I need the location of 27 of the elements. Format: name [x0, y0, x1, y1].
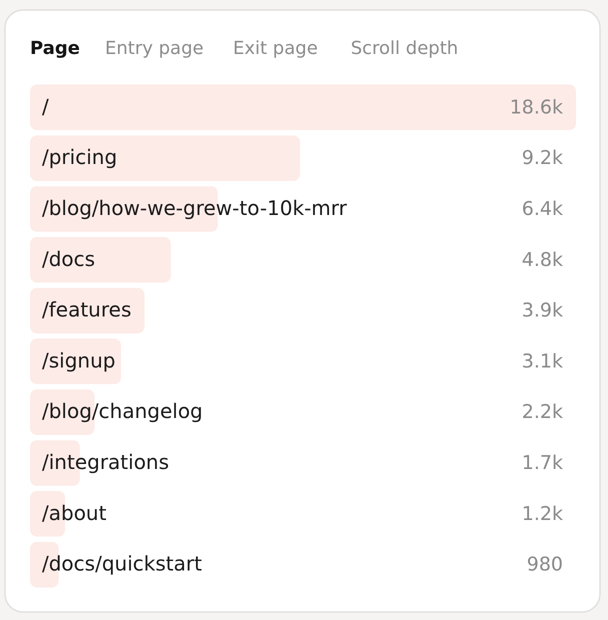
bar	[30, 84, 576, 130]
chart-title: Page	[30, 38, 80, 59]
data-label: 2.2k	[522, 401, 563, 424]
data-label: 980	[526, 554, 563, 576]
y-tick-label: /	[42, 94, 49, 118]
data-label: 1.7k	[522, 452, 563, 474]
data-label: 1.2k	[522, 502, 563, 525]
text: Entry page	[105, 38, 204, 59]
y-tick-label: /docs	[42, 246, 96, 271]
bar	[30, 236, 171, 283]
y-tick-label: /pricing	[42, 145, 118, 170]
data-label: 3.1k	[522, 350, 563, 372]
y-tick-label: /about	[42, 500, 107, 525]
data-label: 3.9k	[522, 300, 563, 322]
y-tick-label: /blog/changelog	[42, 399, 203, 424]
data-label: 9.2k	[522, 147, 563, 170]
data-label: 4.8k	[522, 248, 563, 271]
data-label: 6.4k	[522, 198, 563, 220]
y-tick-label: /blog/how-we-grew-to-10k-mrr	[42, 196, 348, 220]
bar	[30, 135, 300, 182]
text: Scroll depth	[350, 38, 458, 59]
text: Exit page	[233, 38, 318, 59]
y-tick-label: /integrations	[42, 450, 170, 474]
y-tick-label: /features	[42, 298, 132, 322]
y-tick-label: /signup	[42, 348, 116, 372]
data-label: 18.6k	[510, 96, 563, 118]
y-tick-label: /docs/quickstart	[42, 552, 202, 576]
